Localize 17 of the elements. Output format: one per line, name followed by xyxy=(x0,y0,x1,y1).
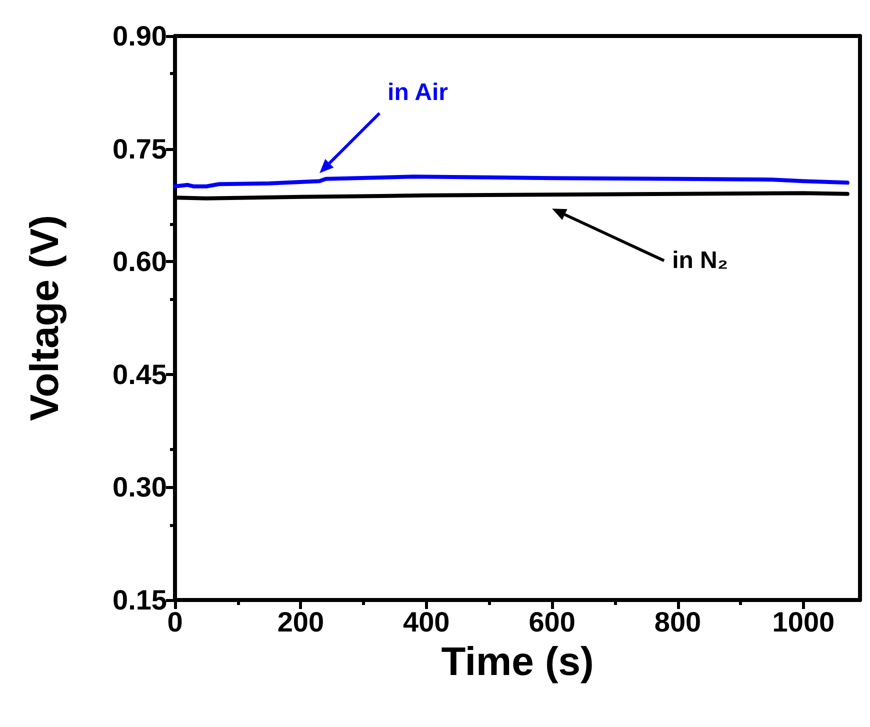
x-tick-label: 200 xyxy=(277,606,324,638)
x-tick-label: 800 xyxy=(654,606,702,638)
text: in Air xyxy=(388,79,448,108)
x-tick-label: 1000 xyxy=(772,606,835,638)
x-axis-title: Time (s) xyxy=(441,640,594,684)
line-series xyxy=(173,174,850,188)
y-tick-label: 0.15 xyxy=(112,584,167,616)
x-tick-label: 600 xyxy=(528,606,576,638)
x-tick-label: 0 xyxy=(167,606,183,638)
y-axis-title: Voltage (V) xyxy=(23,215,67,421)
y-tick-label: 0.60 xyxy=(112,246,167,278)
y-tick-label: 0.90 xyxy=(112,20,167,52)
y-tick-label: 0.75 xyxy=(112,133,167,164)
y-tick-label: 0.45 xyxy=(112,358,167,390)
y-tick-label: 0.30 xyxy=(112,472,167,503)
text: in N₂ xyxy=(672,246,728,275)
x-tick-label: 400 xyxy=(403,606,450,638)
